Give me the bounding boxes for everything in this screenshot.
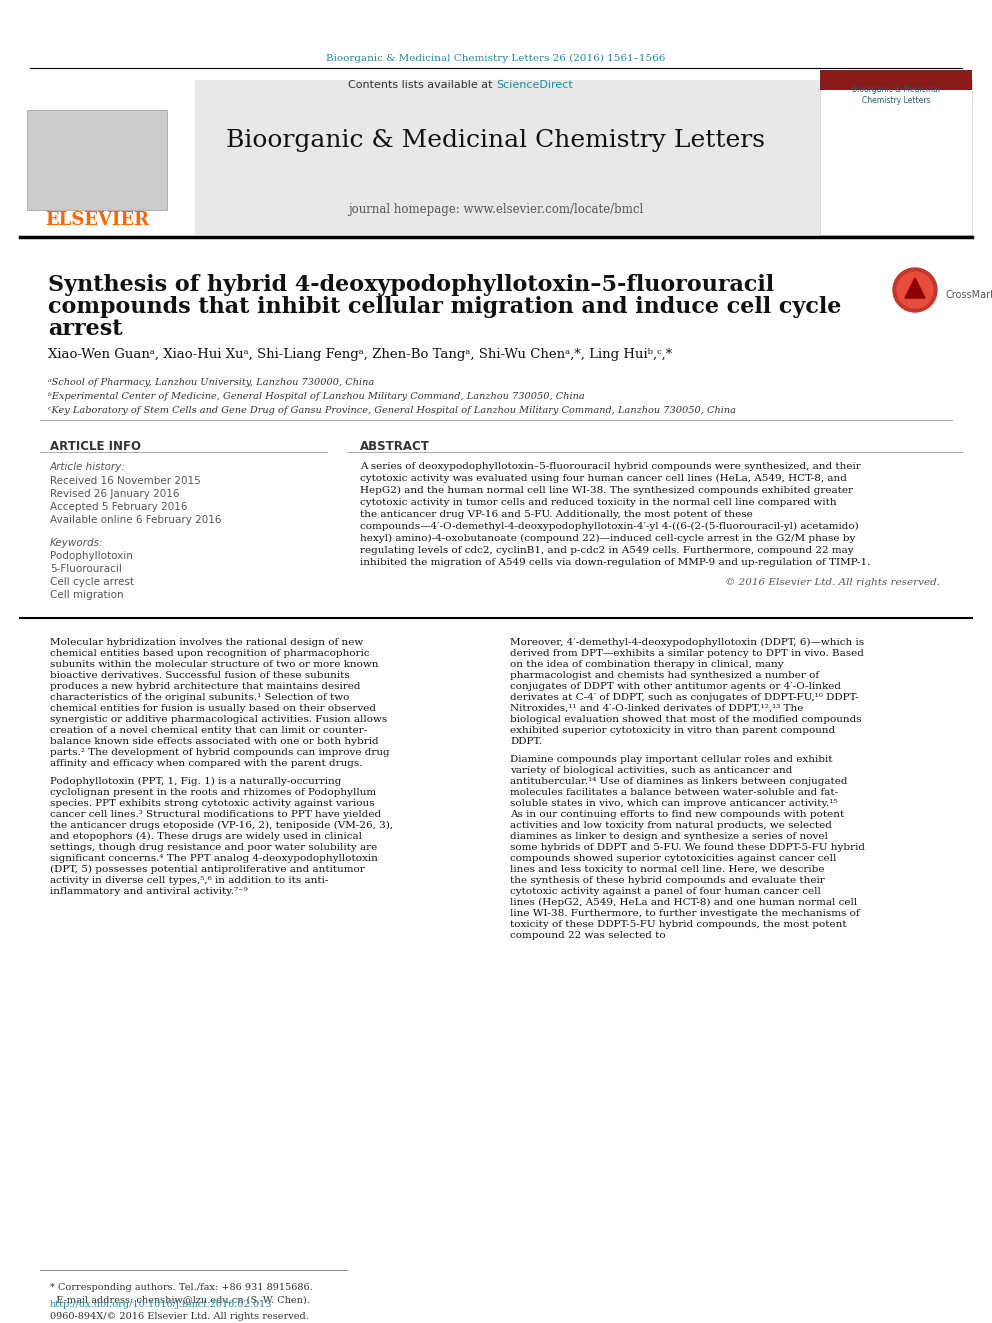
Text: derivates at C-4′ of DDPT, such as conjugates of DDPT-FU,¹⁰ DDPT-: derivates at C-4′ of DDPT, such as conju… [510, 693, 859, 703]
Text: Molecular hybridization involves the rational design of new: Molecular hybridization involves the rat… [50, 638, 363, 647]
Text: subunits within the molecular structure of two or more known: subunits within the molecular structure … [50, 660, 379, 669]
Text: biological evaluation showed that most of the modified compounds: biological evaluation showed that most o… [510, 714, 862, 724]
Text: parts.² The development of hybrid compounds can improve drug: parts.² The development of hybrid compou… [50, 747, 390, 757]
Text: conjugates of DDPT with other antitumor agents or 4′-O-linked: conjugates of DDPT with other antitumor … [510, 681, 841, 691]
Text: line WI-38. Furthermore, to further investigate the mechanisms of: line WI-38. Furthermore, to further inve… [510, 909, 860, 918]
Text: Article history:: Article history: [50, 462, 126, 472]
FancyBboxPatch shape [820, 79, 972, 235]
Text: bioactive derivatives. Successful fusion of these subunits: bioactive derivatives. Successful fusion… [50, 671, 350, 680]
Text: HepG2) and the human normal cell line WI-38. The synthesized compounds exhibited: HepG2) and the human normal cell line WI… [360, 486, 853, 495]
Text: exhibited superior cytotoxicity in vitro than parent compound: exhibited superior cytotoxicity in vitro… [510, 726, 835, 736]
Text: Podophyllotoxin (PPT, 1, Fig. 1) is a naturally-occurring: Podophyllotoxin (PPT, 1, Fig. 1) is a na… [50, 777, 341, 786]
Text: cytotoxic activity in tumor cells and reduced toxicity in the normal cell line c: cytotoxic activity in tumor cells and re… [360, 497, 836, 507]
Text: 0960-894X/© 2016 Elsevier Ltd. All rights reserved.: 0960-894X/© 2016 Elsevier Ltd. All right… [50, 1312, 309, 1320]
Text: cytotoxic activity was evaluated using four human cancer cell lines (HeLa, A549,: cytotoxic activity was evaluated using f… [360, 474, 847, 483]
Text: significant concerns.⁴ The PPT analog 4-deoxypodophyllotoxin: significant concerns.⁴ The PPT analog 4-… [50, 855, 378, 863]
Text: antitubercular.¹⁴ Use of diamines as linkers between conjugated: antitubercular.¹⁴ Use of diamines as lin… [510, 777, 847, 786]
Text: ELSEVIER: ELSEVIER [45, 210, 149, 229]
Text: ARTICLE INFO: ARTICLE INFO [50, 441, 141, 452]
Text: cyclolignan present in the roots and rhizomes of Podophyllum: cyclolignan present in the roots and rhi… [50, 789, 376, 796]
Text: hexyl) amino)-4-oxobutanoate (compound 22)—induced cell-cycle arrest in the G2/M: hexyl) amino)-4-oxobutanoate (compound 2… [360, 534, 855, 544]
Text: diamines as linker to design and synthesize a series of novel: diamines as linker to design and synthes… [510, 832, 828, 841]
Text: ᶜKey Laboratory of Stem Cells and Gene Drug of Gansu Province, General Hospital : ᶜKey Laboratory of Stem Cells and Gene D… [48, 406, 736, 415]
Text: balance known side effects associated with one or both hybrid: balance known side effects associated wi… [50, 737, 379, 746]
Text: Available online 6 February 2016: Available online 6 February 2016 [50, 515, 221, 525]
Text: ScienceDirect: ScienceDirect [496, 79, 572, 90]
Text: compounds that inhibit cellular migration and induce cell cycle: compounds that inhibit cellular migratio… [48, 296, 841, 318]
Text: ABSTRACT: ABSTRACT [360, 441, 430, 452]
Text: inflammatory and antiviral activity.⁷⁻⁹: inflammatory and antiviral activity.⁷⁻⁹ [50, 886, 248, 896]
Text: Podophyllotoxin: Podophyllotoxin [50, 550, 133, 561]
Text: lines and less toxicity to normal cell line. Here, we describe: lines and less toxicity to normal cell l… [510, 865, 824, 875]
Text: Cell migration: Cell migration [50, 590, 124, 601]
Text: Keywords:: Keywords: [50, 538, 103, 548]
Text: derived from DPT—exhibits a similar potency to DPT in vivo. Based: derived from DPT—exhibits a similar pote… [510, 650, 864, 658]
Text: chemical entities based upon recognition of pharmacophoric: chemical entities based upon recognition… [50, 650, 370, 658]
Text: synergistic or additive pharmacological activities. Fusion allows: synergistic or additive pharmacological … [50, 714, 387, 724]
Text: http://dx.doi.org/10.1016/j.bmcl.2016.02.013: http://dx.doi.org/10.1016/j.bmcl.2016.02… [50, 1301, 273, 1308]
Text: A series of deoxypodophyllotoxin–5-fluorouracil hybrid compounds were synthesize: A series of deoxypodophyllotoxin–5-fluor… [360, 462, 861, 471]
Circle shape [893, 269, 937, 312]
Text: compound 22 was selected to: compound 22 was selected to [510, 931, 666, 941]
Text: Received 16 November 2015: Received 16 November 2015 [50, 476, 200, 486]
Text: lines (HepG2, A549, HeLa and HCT-8) and one human normal cell: lines (HepG2, A549, HeLa and HCT-8) and … [510, 898, 857, 908]
Text: Synthesis of hybrid 4-deoxypodophyllotoxin–5-fluorouracil: Synthesis of hybrid 4-deoxypodophyllotox… [48, 274, 774, 296]
Text: ᵇExperimental Center of Medicine, General Hospital of Lanzhou Military Command, : ᵇExperimental Center of Medicine, Genera… [48, 392, 584, 401]
Text: Bioorganic & Medicinal Chemistry Letters: Bioorganic & Medicinal Chemistry Letters [226, 128, 766, 152]
Text: on the idea of combination therapy in clinical, many: on the idea of combination therapy in cl… [510, 660, 784, 669]
Text: compounds—4′-O-demethyl-4-deoxypodophyllotoxin-4′-yl 4-((6-(2-(5-fluorouracil-yl: compounds—4′-O-demethyl-4-deoxypodophyll… [360, 523, 859, 531]
Text: journal homepage: www.elsevier.com/locate/bmcl: journal homepage: www.elsevier.com/locat… [348, 204, 644, 217]
Text: chemical entities for fusion is usually based on their observed: chemical entities for fusion is usually … [50, 704, 376, 713]
Text: E-mail address: chenshiw@lzu.edu.cn (S.-W. Chen).: E-mail address: chenshiw@lzu.edu.cn (S.-… [50, 1295, 310, 1304]
Polygon shape [905, 278, 925, 298]
Text: Cell cycle arrest: Cell cycle arrest [50, 577, 134, 587]
Text: Contents lists available at: Contents lists available at [348, 79, 496, 90]
Text: CrossMark: CrossMark [945, 290, 992, 300]
Text: DDPT.: DDPT. [510, 737, 542, 746]
Text: © 2016 Elsevier Ltd. All rights reserved.: © 2016 Elsevier Ltd. All rights reserved… [725, 578, 940, 587]
Text: inhibited the migration of A549 cells via down-regulation of MMP-9 and up-regula: inhibited the migration of A549 cells vi… [360, 558, 870, 568]
Text: regulating levels of cdc2, cyclinB1, and p-cdc2 in A549 cells. Furthermore, comp: regulating levels of cdc2, cyclinB1, and… [360, 546, 854, 556]
Text: Nitroxides,¹¹ and 4′-O-linked derivates of DDPT.¹²,¹³ The: Nitroxides,¹¹ and 4′-O-linked derivates … [510, 704, 804, 713]
Text: variety of biological activities, such as anticancer and: variety of biological activities, such a… [510, 766, 793, 775]
Text: the anticancer drug VP-16 and 5-FU. Additionally, the most potent of these: the anticancer drug VP-16 and 5-FU. Addi… [360, 509, 753, 519]
Text: produces a new hybrid architecture that maintains desired: produces a new hybrid architecture that … [50, 681, 360, 691]
Text: 5-Fluorouracil: 5-Fluorouracil [50, 564, 122, 574]
Text: the synthesis of these hybrid compounds and evaluate their: the synthesis of these hybrid compounds … [510, 876, 824, 885]
FancyBboxPatch shape [27, 110, 167, 210]
FancyBboxPatch shape [20, 79, 195, 235]
Text: species. PPT exhibits strong cytotoxic activity against various: species. PPT exhibits strong cytotoxic a… [50, 799, 375, 808]
Text: creation of a novel chemical entity that can limit or counter-: creation of a novel chemical entity that… [50, 726, 367, 736]
Text: As in our continuing efforts to find new compounds with potent: As in our continuing efforts to find new… [510, 810, 844, 819]
Text: (DPT, 5) possesses potential antiproliferative and antitumor: (DPT, 5) possesses potential antiprolife… [50, 865, 365, 875]
Text: Bioorganic & Medicinal Chemistry Letters 26 (2016) 1561–1566: Bioorganic & Medicinal Chemistry Letters… [326, 53, 666, 62]
FancyBboxPatch shape [820, 70, 972, 90]
Text: some hybrids of DDPT and 5-FU. We found these DDPT-5-FU hybrid: some hybrids of DDPT and 5-FU. We found … [510, 843, 865, 852]
Text: Revised 26 January 2016: Revised 26 January 2016 [50, 490, 180, 499]
Text: the anticancer drugs etoposide (VP-16, 2), teniposide (VM-26, 3),: the anticancer drugs etoposide (VP-16, 2… [50, 822, 393, 830]
Text: Accepted 5 February 2016: Accepted 5 February 2016 [50, 501, 187, 512]
Text: affinity and efficacy when compared with the parent drugs.: affinity and efficacy when compared with… [50, 759, 362, 767]
Text: compounds showed superior cytotoxicities against cancer cell: compounds showed superior cytotoxicities… [510, 855, 836, 863]
Text: activity in diverse cell types,⁵,⁶ in addition to its anti-: activity in diverse cell types,⁵,⁶ in ad… [50, 876, 328, 885]
Text: and etopophors (4). These drugs are widely used in clinical: and etopophors (4). These drugs are wide… [50, 832, 362, 841]
Text: pharmacologist and chemists had synthesized a number of: pharmacologist and chemists had synthesi… [510, 671, 819, 680]
Text: Moreover, 4′-demethyl-4-deoxypodophyllotoxin (DDPT, 6)—which is: Moreover, 4′-demethyl-4-deoxypodophyllot… [510, 638, 864, 647]
Text: soluble states in vivo, which can improve anticancer activity.¹⁵: soluble states in vivo, which can improv… [510, 799, 837, 808]
Text: Diamine compounds play important cellular roles and exhibit: Diamine compounds play important cellula… [510, 755, 832, 763]
Text: activities and low toxicity from natural products, we selected: activities and low toxicity from natural… [510, 822, 832, 830]
FancyBboxPatch shape [20, 79, 972, 235]
Text: * Corresponding authors. Tel./fax: +86 931 8915686.: * Corresponding authors. Tel./fax: +86 9… [50, 1283, 312, 1293]
Text: characteristics of the original subunits.¹ Selection of two: characteristics of the original subunits… [50, 693, 349, 703]
Text: molecules facilitates a balance between water-soluble and fat-: molecules facilitates a balance between … [510, 789, 838, 796]
Text: arrest: arrest [48, 318, 122, 340]
Circle shape [897, 273, 933, 308]
Text: cancer cell lines.³ Structural modifications to PPT have yielded: cancer cell lines.³ Structural modificat… [50, 810, 381, 819]
Text: ᵃSchool of Pharmacy, Lanzhou University, Lanzhou 730000, China: ᵃSchool of Pharmacy, Lanzhou University,… [48, 378, 374, 388]
Text: Xiao-Wen Guanᵃ, Xiao-Hui Xuᵃ, Shi-Liang Fengᵃ, Zhen-Bo Tangᵃ, Shi-Wu Chenᵃ,*, Li: Xiao-Wen Guanᵃ, Xiao-Hui Xuᵃ, Shi-Liang … [48, 348, 673, 361]
Text: toxicity of these DDPT-5-FU hybrid compounds, the most potent: toxicity of these DDPT-5-FU hybrid compo… [510, 919, 846, 929]
Text: settings, though drug resistance and poor water solubility are: settings, though drug resistance and poo… [50, 843, 377, 852]
Text: cytotoxic activity against a panel of four human cancer cell: cytotoxic activity against a panel of fo… [510, 886, 820, 896]
Text: Bioorganic & Medicinal
Chemistry Letters: Bioorganic & Medicinal Chemistry Letters [852, 85, 940, 105]
